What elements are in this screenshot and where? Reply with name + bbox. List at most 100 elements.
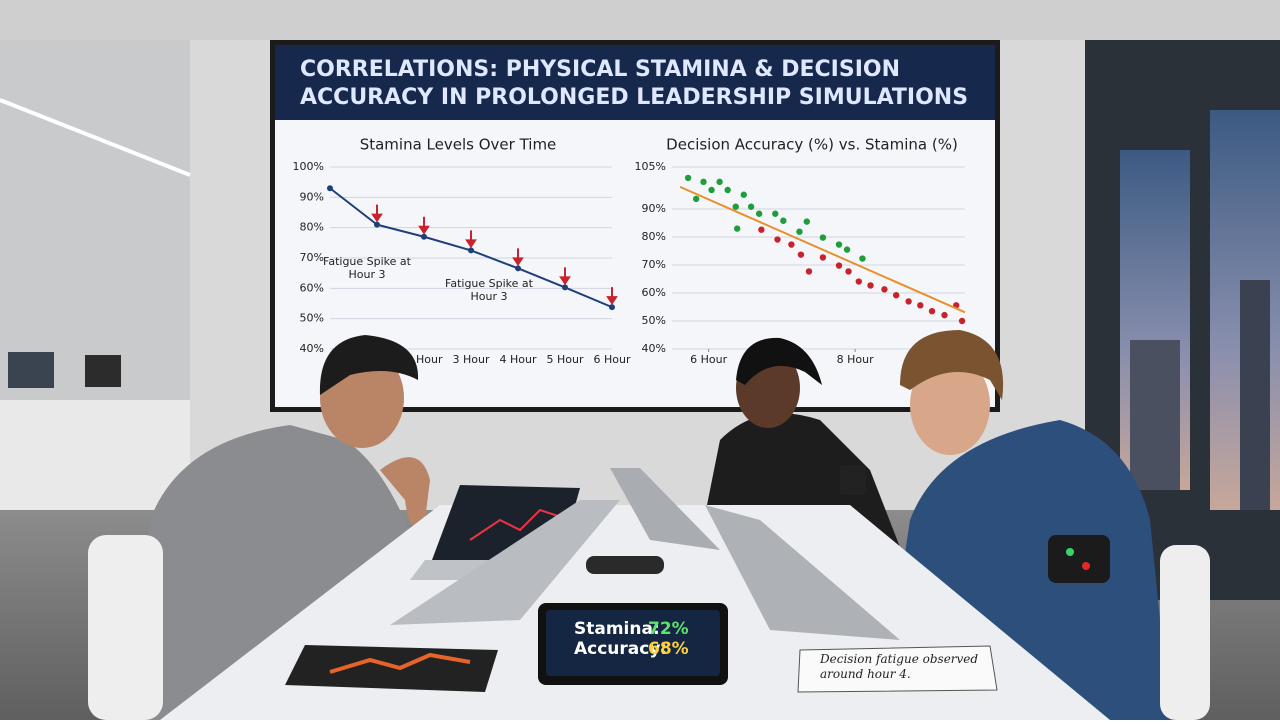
- led: [1082, 562, 1090, 570]
- laptop: [705, 505, 900, 640]
- y-tick-label: 40%: [300, 342, 324, 355]
- y-tick-label: 60%: [300, 281, 324, 294]
- x-tick-label: 6 Hour: [690, 353, 727, 366]
- person-right-head: [910, 355, 990, 455]
- fatigue-arrow: [418, 216, 430, 235]
- notebook: [797, 645, 998, 693]
- accuracy-label: Accuracy:: [574, 639, 667, 659]
- annotation-box: Fatigue Spike at Hour 3: [445, 276, 533, 303]
- point: [803, 218, 810, 225]
- point: [772, 210, 779, 217]
- point: [758, 226, 765, 233]
- armband: [1048, 535, 1110, 583]
- point: [740, 191, 747, 198]
- point: [780, 217, 787, 224]
- point: [733, 225, 741, 232]
- building: [1240, 280, 1270, 510]
- tablet-left: [285, 645, 498, 692]
- y-tick-label: 80%: [642, 230, 666, 243]
- point: [708, 186, 715, 194]
- annotation: Fatigue Spike at Hour 3: [323, 254, 411, 281]
- x-tick-label: 8 Hour: [837, 353, 874, 366]
- notebook-note: Decision fatigue observed around hour 4.: [820, 652, 979, 681]
- chair: [88, 535, 163, 720]
- monitor: [85, 355, 121, 387]
- point: [609, 304, 615, 311]
- building: [1130, 340, 1180, 490]
- y-tick-label: 105%: [635, 160, 666, 173]
- point: [819, 234, 827, 241]
- point: [835, 262, 843, 269]
- annotation-box: Fatigue Spike at Hour 3: [323, 254, 411, 281]
- point: [819, 254, 827, 261]
- chart-title: Stamina Levels Over Time: [360, 136, 557, 154]
- point: [845, 268, 852, 275]
- desk: [0, 400, 190, 510]
- fatigue-arrow: [371, 204, 383, 223]
- person-right-hair: [900, 330, 1004, 400]
- point: [941, 311, 948, 319]
- laptop: [390, 500, 620, 625]
- y-tick-label: 90%: [642, 202, 666, 215]
- trend-line: [679, 185, 966, 314]
- fatigue-arrow: [559, 267, 571, 286]
- tv-title-bar: [275, 45, 995, 120]
- laptop: [610, 468, 720, 550]
- y-tick-label: 70%: [642, 258, 666, 271]
- point: [905, 298, 912, 305]
- chart-title: Decision Accuracy (%) vs. Stamina (%): [666, 136, 958, 154]
- person-mid-hair: [736, 337, 822, 385]
- x-tick-label: 6 Hour: [594, 353, 631, 366]
- y-tick-label: 70%: [300, 251, 324, 264]
- point: [700, 178, 707, 186]
- point: [892, 292, 900, 299]
- charts: Stamina Levels Over Time 40% 50% 60% 70% 80% 9…: [293, 136, 966, 366]
- x-tick-label: 5 Hour: [547, 353, 584, 366]
- point: [692, 195, 700, 203]
- point: [928, 308, 936, 315]
- point: [917, 302, 924, 309]
- annotation: Fatigue Spike at Hour 3: [445, 276, 533, 303]
- point: [421, 233, 427, 240]
- screen-title-line: CORRELATIONS: PHYSICAL STAMINA & DECISIO…: [300, 57, 901, 82]
- point: [881, 286, 888, 293]
- chair: [1160, 545, 1210, 720]
- y-tick-label: 50%: [642, 314, 666, 327]
- point: [515, 265, 521, 272]
- ceiling: [0, 0, 1280, 40]
- point: [327, 185, 333, 192]
- note-box: Decision fatigue observed around hour 4.: [820, 652, 979, 681]
- point: [374, 221, 380, 228]
- stamina-value: 72%: [648, 619, 689, 639]
- person-left-hair: [319, 335, 419, 395]
- screen-title: CORRELATIONS: PHYSICAL STAMINA & DECISIO…: [300, 56, 990, 112]
- point: [562, 284, 568, 291]
- point: [796, 228, 803, 235]
- x-tick-label: 3 Hour: [453, 353, 490, 366]
- point: [788, 241, 795, 248]
- device: [586, 556, 664, 574]
- y-tick-label: 100%: [293, 160, 324, 173]
- armband: [840, 465, 866, 495]
- led: [1066, 548, 1074, 556]
- point: [724, 186, 731, 194]
- tablet-screen: [546, 610, 720, 676]
- point: [468, 247, 474, 254]
- point: [747, 203, 755, 210]
- y-tick-label: 80%: [300, 221, 324, 234]
- fatigue-arrow: [606, 287, 618, 305]
- point: [716, 178, 723, 186]
- x-tick-label: 4 Hour: [500, 353, 537, 366]
- screen-title-box: CORRELATIONS: PHYSICAL STAMINA & DECISIO…: [300, 56, 990, 112]
- point: [855, 278, 862, 285]
- screen-title-line: ACCURACY IN PROLONGED LEADERSHIP SIMULAT…: [300, 85, 969, 110]
- point: [684, 174, 692, 182]
- stamina-label: Stamina:: [574, 619, 660, 639]
- fatigue-arrow: [512, 248, 524, 267]
- accuracy-value: 68%: [648, 639, 689, 659]
- point: [732, 203, 739, 210]
- y-tick-label: 60%: [642, 286, 666, 299]
- point: [867, 282, 874, 289]
- y-tick-label: 50%: [300, 312, 324, 325]
